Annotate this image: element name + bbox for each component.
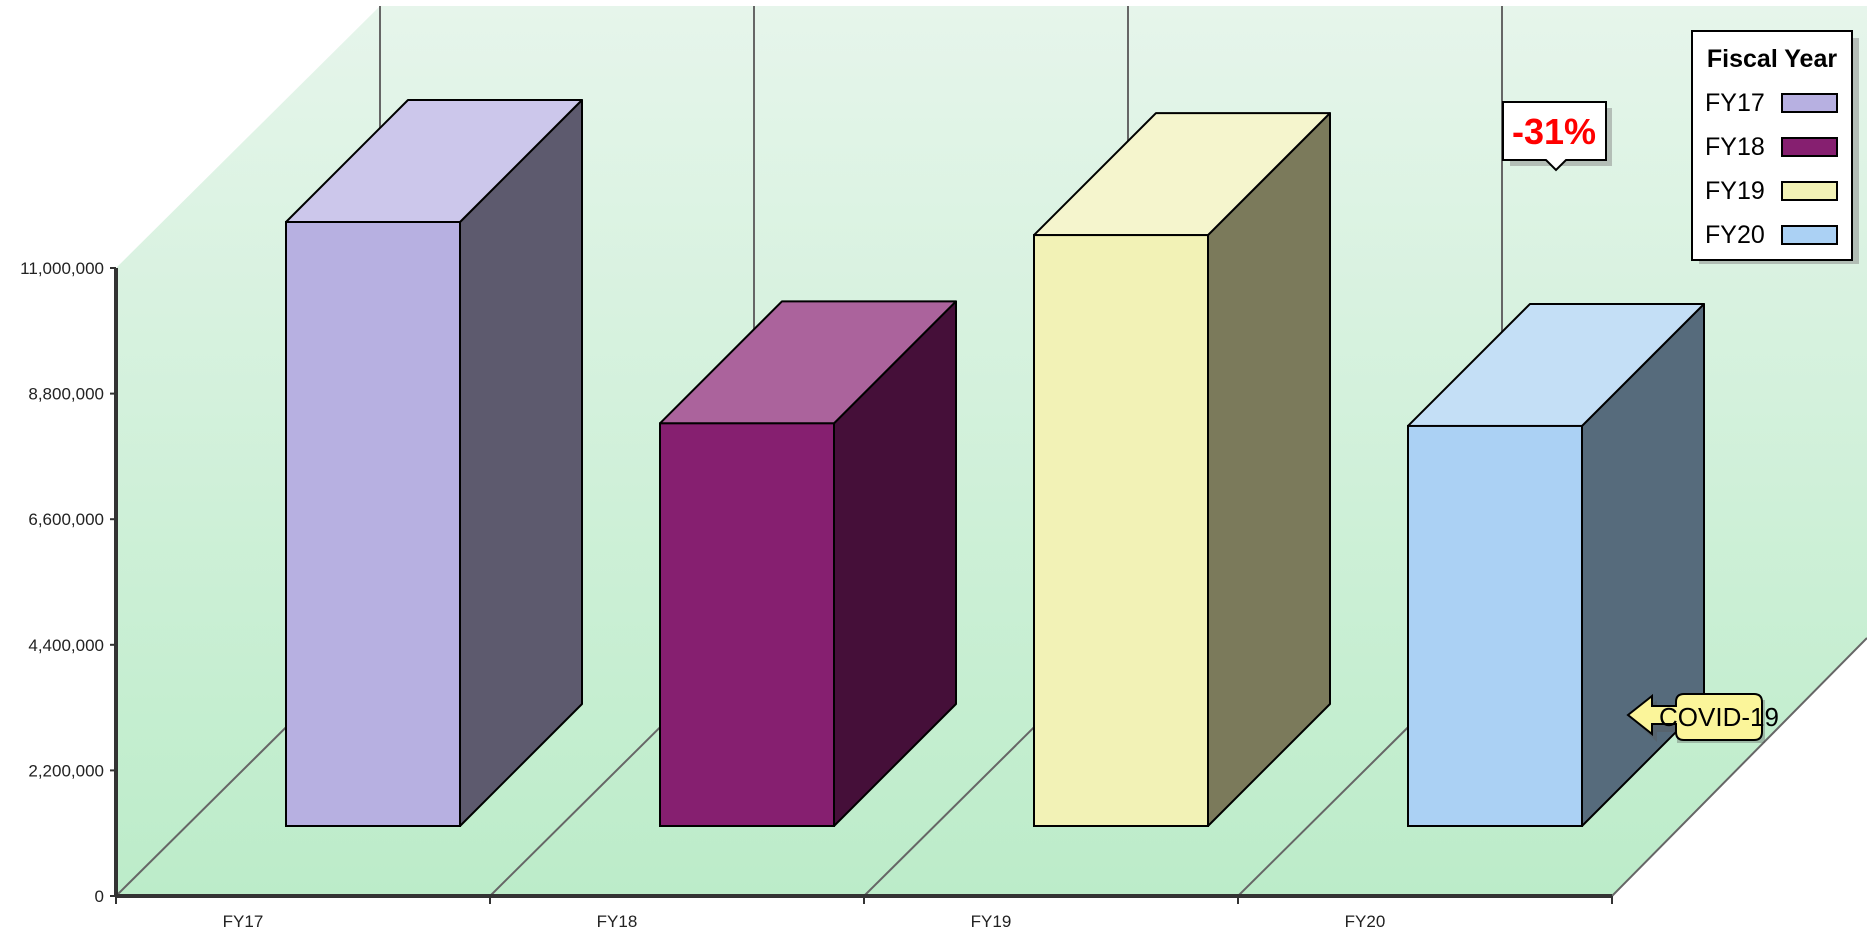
legend-label: FY17 <box>1705 89 1765 117</box>
bars <box>285 99 1705 827</box>
y-tick-label: 8,800,000 <box>28 385 104 404</box>
x-tick-label: FY19 <box>971 912 1012 931</box>
legend-swatch <box>1781 225 1838 245</box>
y-tick-label: 11,000,000 <box>20 259 104 278</box>
bar-fy17 <box>285 99 583 827</box>
bar-fy19 <box>1033 112 1331 827</box>
x-tick-label: FY17 <box>223 912 264 931</box>
bar-fy20 <box>1407 302 1705 827</box>
legend-item-fy20: FY20 <box>1705 221 1838 249</box>
x-tick-label: FY18 <box>597 912 638 931</box>
covid-arrow-tag-shape <box>1626 693 1763 741</box>
legend-swatch <box>1781 93 1838 113</box>
floor-grid-line <box>1611 637 1867 897</box>
bar-front-face <box>1407 424 1583 827</box>
bar-front-face <box>659 422 835 827</box>
y-tick-label: 0 <box>95 887 104 906</box>
y-ticks: 0 2,200,000 4,400,000 6,600,000 8,800,000 11,… <box>20 259 116 906</box>
legend-title: Fiscal Year <box>1707 45 1837 73</box>
bar-fy18 <box>659 300 957 827</box>
legend-label: FY20 <box>1705 221 1765 249</box>
x-ticks: FY17 FY18 FY19 FY20 <box>115 896 1613 931</box>
bar-side-face <box>1207 112 1331 827</box>
legend-label: FY19 <box>1705 177 1765 205</box>
y-tick-label: 2,200,000 <box>28 761 104 780</box>
x-tick-label: FY20 <box>1345 912 1386 931</box>
legend-label: FY18 <box>1705 133 1765 161</box>
y-tick-label: 6,600,000 <box>28 510 104 529</box>
legend-item-fy18: FY18 <box>1705 133 1838 161</box>
y-tick-label: 4,400,000 <box>28 636 104 655</box>
covid-annotation: COVID-19 <box>1626 693 1779 743</box>
percent-change-label: -31% <box>1512 111 1596 152</box>
bar-front-face <box>285 221 461 827</box>
covid-label: COVID-19 <box>1659 702 1779 732</box>
legend: Fiscal Year FY17 FY18 FY19 FY20 <box>1691 30 1859 264</box>
legend-item-fy19: FY19 <box>1705 177 1838 205</box>
legend-swatch <box>1781 137 1838 157</box>
percent-callout-shape <box>1502 101 1607 172</box>
legend-swatch <box>1781 181 1838 201</box>
bar-front-face <box>1033 234 1209 827</box>
percent-change-callout: -31% <box>1502 101 1612 172</box>
legend-item-fy17: FY17 <box>1705 89 1838 117</box>
bar-side-face <box>459 99 583 827</box>
